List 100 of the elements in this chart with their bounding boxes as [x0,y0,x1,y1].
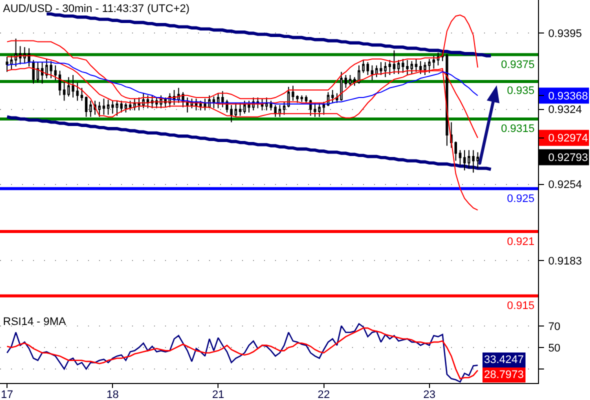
candlestick [348,74,352,86]
candlestick [424,62,426,76]
candlestick [234,102,238,118]
candlestick [260,98,264,111]
y-tick-label: 0.9254 [548,179,582,192]
candlestick [322,101,326,116]
candlestick [106,99,110,116]
line-series [6,14,478,100]
ref-line-label: 0.9315 [501,123,535,135]
candlestick [282,101,286,116]
line-series [6,62,478,104]
candlestick [14,38,18,67]
x-tick-label: 23 [423,389,436,400]
candlestick [318,102,321,118]
candlestick [331,90,334,104]
candlestick [458,150,462,166]
x-tick-label: 18 [106,389,119,400]
candlestick [50,60,52,79]
candlestick [116,100,118,116]
candlestick [384,62,387,78]
chart-title: RSI14 - 9MA [3,316,67,328]
candlestick [18,46,22,65]
candlestick [397,60,400,74]
candlestick [146,94,150,109]
x-tick-label: 17 [0,389,14,400]
candlestick [336,92,338,104]
ref-line-label: 0.915 [507,300,535,312]
y-tick-label: 0.9324 [548,104,582,116]
candlestick [463,150,466,171]
candlestick [388,60,392,76]
candlestick [6,56,8,72]
candlestick [89,100,92,118]
candlestick [370,64,374,81]
candlestick [10,55,13,70]
ref-line-label: 0.925 [507,193,535,205]
candlestick [296,94,299,104]
candlestick [406,60,409,76]
y-tick-label: 0.9395 [548,28,582,40]
x-tick-label: 22 [318,389,330,400]
ref-line-label: 0.9375 [501,59,535,71]
candlestick [304,94,308,104]
candlestick [32,60,35,84]
data-label: 33.4247 [484,354,524,366]
candlestick [366,62,370,76]
candlestick [402,58,404,74]
y-tick-label: 0.92974 [548,132,588,145]
y-tick-label: 50 [548,342,560,354]
candlestick [216,92,220,109]
candlestick [67,76,70,97]
candlestick [36,62,40,84]
x-tick-label: 21 [212,389,224,400]
candlestick [419,60,422,74]
candlestick [98,101,101,118]
y-tick-label: 0.9183 [548,255,582,268]
candlestick [314,102,316,118]
candlestick [58,70,62,96]
candlestick [392,50,396,74]
candlestick [454,140,458,162]
y-tick-label: 70 [548,320,560,333]
ref-line-label: 0.935 [507,85,535,97]
candlestick [278,104,282,118]
candlestick [476,152,479,169]
candlestick [28,48,30,67]
candlestick [344,74,348,88]
data-label: 28.7973 [484,369,524,381]
candlestick [212,96,216,109]
candlestick [204,98,206,111]
candlestick [102,98,106,116]
chart-title: AUD/USD - 30min - 11:43:37 (UTC+2) [3,2,190,15]
candlestick [362,60,365,74]
candlestick [472,150,475,174]
candlestick [468,150,470,169]
candlestick [186,97,189,114]
candlestick [80,87,84,102]
line-series [5,115,493,171]
candlestick [428,58,431,74]
candlestick [340,71,343,102]
candlestick [238,102,242,116]
candlestick [380,62,382,76]
ref-line-label: 0.921 [507,236,535,248]
candlestick [300,94,304,102]
candlestick [150,94,154,109]
candlestick [138,97,140,111]
candlestick [358,64,360,84]
candlestick [124,102,128,114]
candlestick [410,60,414,74]
y-tick-label: 0.93368 [548,90,588,102]
candlestick [45,58,48,79]
candlestick [84,96,88,118]
candlestick [128,100,132,111]
candlestick [62,80,66,102]
candlestick [375,64,378,78]
candlestick [40,62,44,84]
candlestick [248,100,250,114]
candlestick [72,74,74,98]
y-tick-label: 0.92793 [548,152,588,164]
candlestick [23,46,26,64]
candlestick [432,55,436,70]
candlestick [54,64,57,81]
candlestick [414,58,418,72]
